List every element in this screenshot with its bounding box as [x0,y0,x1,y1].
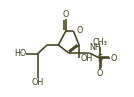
Text: O: O [110,54,117,63]
Text: O: O [63,10,69,19]
Text: CH₃: CH₃ [92,38,107,47]
Text: S: S [97,54,102,63]
Text: O: O [76,26,83,35]
Text: OH: OH [81,54,93,63]
Text: O: O [97,69,103,78]
Text: OH: OH [31,78,44,87]
Text: NH: NH [90,43,101,52]
Text: HO: HO [14,49,26,58]
